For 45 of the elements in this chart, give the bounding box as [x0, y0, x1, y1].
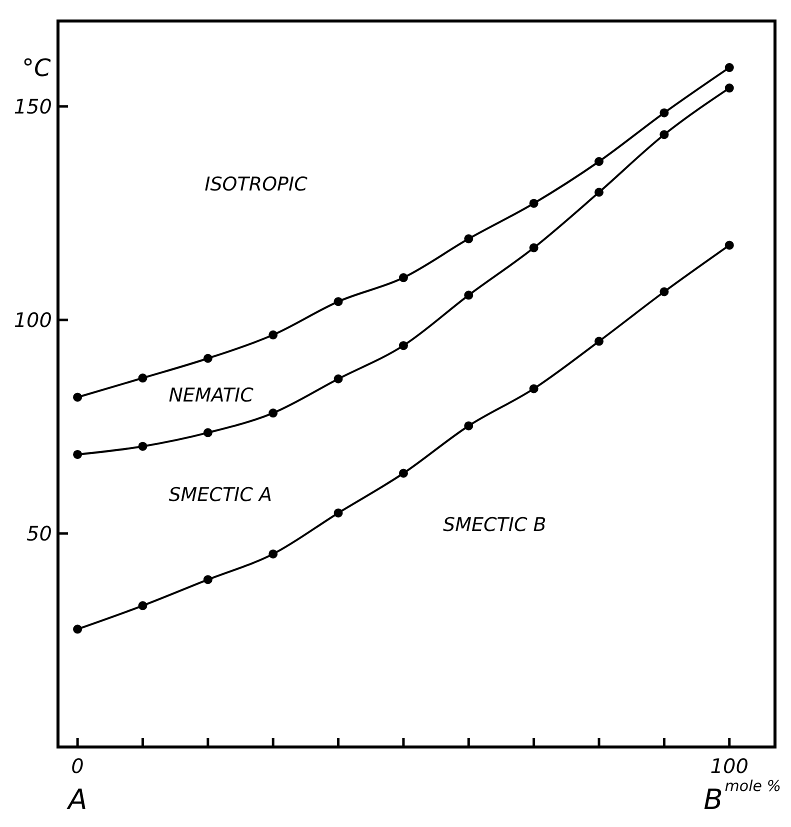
point [464, 234, 474, 244]
text: A [66, 783, 88, 816]
x-tick-label: 0 [71, 754, 84, 778]
point [73, 450, 82, 459]
point [73, 392, 82, 402]
point [724, 240, 734, 250]
point [660, 287, 669, 296]
point [464, 421, 474, 430]
annotation: NEMATIC [168, 384, 254, 406]
point [594, 188, 604, 197]
y-axis-title: °C [22, 54, 51, 82]
point [529, 384, 538, 394]
annotation: ISOTROPIC [204, 173, 308, 196]
point [334, 374, 343, 384]
point [203, 354, 212, 363]
y-tick-label: 150 [14, 94, 52, 118]
point [464, 290, 474, 300]
y-tick-label: 50 [26, 521, 52, 546]
point [398, 273, 408, 282]
point [138, 442, 148, 451]
point [529, 198, 538, 208]
point [724, 63, 734, 72]
point [398, 341, 408, 350]
point [660, 108, 669, 118]
point [138, 601, 148, 610]
point [203, 575, 212, 584]
point [73, 624, 82, 634]
point [594, 157, 604, 166]
point [268, 330, 278, 340]
point [594, 336, 604, 346]
point [268, 549, 278, 558]
point [529, 243, 538, 252]
point [398, 468, 408, 478]
annotation: SMECTIC B [443, 514, 546, 536]
point [268, 408, 278, 418]
point [724, 84, 734, 93]
y-tick-label: 100 [14, 308, 52, 332]
point [138, 374, 148, 383]
annotation: SMECTIC A [168, 484, 272, 506]
point [203, 428, 212, 438]
point [660, 130, 669, 140]
point [334, 508, 343, 518]
x-axis-title: mole % [724, 777, 781, 795]
point [334, 297, 343, 306]
text: B [704, 783, 723, 816]
